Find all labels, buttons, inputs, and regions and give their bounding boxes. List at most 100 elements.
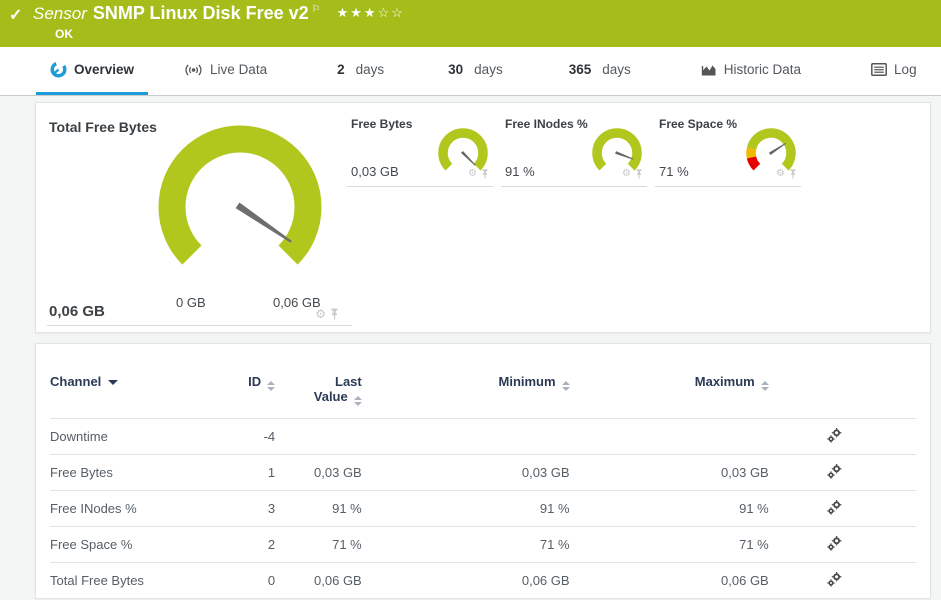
gauge-needle: [460, 150, 476, 166]
channel-min: [361, 418, 570, 455]
priority-stars[interactable]: ★★★☆☆: [337, 5, 405, 20]
tab-historic-data[interactable]: Historic Data: [687, 47, 815, 95]
gauge-value: 0,06 GB: [49, 303, 105, 320]
gauge-icon: [50, 61, 67, 78]
divider: [47, 325, 352, 326]
gauge-scale-max: 0,06 GB: [273, 295, 321, 310]
channels-panel: Channel ID Last Value Minimum Maximum Dow…: [35, 343, 931, 599]
sort-icon: [760, 381, 769, 391]
channel-id: 3: [205, 490, 276, 527]
channel-min: 91 %: [361, 490, 570, 527]
gauge-value: 0,03 GB: [351, 164, 399, 179]
table-row[interactable]: Total Free Bytes 0 0,06 GB 0,06 GB 0,06 …: [50, 562, 916, 598]
sensor-status-bar: ✓ Sensor SNMP Linux Disk Free v2 ⚐ ★★★☆☆ OK: [0, 0, 941, 47]
tab-live-data[interactable]: Live Data: [170, 47, 281, 95]
tab-live-data-label: Live Data: [210, 62, 268, 77]
channel-max: 71 %: [569, 526, 769, 563]
table-row[interactable]: Free Space % 2 71 % 71 % 71 %: [50, 526, 916, 563]
tab-2-days-number: 2: [337, 62, 345, 77]
gauge-title: Total Free Bytes: [49, 119, 157, 135]
channel-settings-icon[interactable]: [827, 499, 842, 515]
sort-desc-icon: [108, 380, 119, 385]
tab-30-days[interactable]: 30 days: [434, 47, 517, 95]
tab-overview-label: Overview: [74, 62, 135, 77]
gauge-free-inodes: Free INodes % 91 % ⚙: [501, 115, 647, 205]
tab-2-days[interactable]: 2 days: [323, 47, 398, 95]
gauge-settings-gear-icon[interactable]: ⚙: [776, 168, 785, 179]
gauge-settings-gear-icon[interactable]: ⚙: [622, 168, 631, 179]
free-bytes-gauge: [438, 128, 488, 171]
gauge-settings-gear-icon[interactable]: ⚙: [315, 307, 326, 321]
header-minimum[interactable]: Minimum: [362, 370, 570, 419]
tab-30-days-label: days: [474, 62, 503, 77]
channel-settings-icon[interactable]: [827, 463, 842, 479]
channel-last: [275, 418, 362, 455]
header-id[interactable]: ID: [206, 370, 276, 419]
stars-empty[interactable]: ☆☆: [377, 5, 405, 20]
tab-bar: Overview Live Data 2 days 30 days 365 da…: [0, 47, 941, 96]
pin-icon[interactable]: [789, 168, 797, 179]
pin-icon[interactable]: [635, 168, 643, 179]
channel-settings-icon[interactable]: [827, 427, 842, 443]
table-row[interactable]: Downtime -4: [50, 418, 916, 455]
channel-settings-icon[interactable]: [827, 571, 842, 587]
pin-icon[interactable]: [481, 168, 489, 179]
channel-name: Total Free Bytes: [50, 562, 206, 598]
pin-icon[interactable]: [330, 308, 339, 320]
gauge-needle: [768, 142, 786, 155]
channel-id: -4: [205, 418, 276, 455]
area-chart-icon: [701, 65, 716, 75]
channel-name: Downtime: [50, 418, 206, 455]
tab-365-days-label: days: [602, 62, 631, 77]
table-row[interactable]: Free INodes % 3 91 % 91 % 91 %: [50, 490, 916, 527]
channel-max: [569, 418, 769, 455]
stars-filled[interactable]: ★★★: [336, 5, 378, 20]
gauge-title: Free Space %: [659, 117, 738, 131]
divider: [501, 186, 647, 187]
broadcast-icon: [185, 64, 202, 75]
channel-last: 71 %: [275, 526, 362, 563]
tab-log[interactable]: Log: [857, 47, 931, 95]
check-icon: ✓: [9, 7, 23, 24]
gauge-settings-gear-icon[interactable]: ⚙: [468, 168, 477, 179]
header-channel[interactable]: Channel: [50, 370, 206, 419]
sort-icon: [267, 381, 276, 391]
header-settings: [769, 370, 916, 419]
tab-30-days-number: 30: [448, 62, 464, 77]
channel-max: 0,06 GB: [569, 562, 769, 598]
sensor-type-label: Sensor: [33, 4, 87, 23]
tab-overview[interactable]: Overview: [36, 47, 149, 95]
channel-last: 91 %: [275, 490, 362, 527]
channels-table: Channel ID Last Value Minimum Maximum Dow…: [50, 370, 916, 598]
gauge-value: 91 %: [505, 164, 535, 179]
flag-icon[interactable]: ⚐: [311, 4, 321, 16]
channel-name: Free Bytes: [50, 454, 206, 491]
gauge-scale-min: 0 GB: [176, 295, 206, 310]
channel-name: Free Space %: [50, 526, 206, 563]
tab-365-days[interactable]: 365 days: [555, 47, 645, 95]
content-area: Total Free Bytes 0 GB 0,06 GB 0,06 GB ⚙: [0, 96, 941, 599]
divider: [347, 186, 493, 187]
header-maximum[interactable]: Maximum: [570, 370, 769, 419]
status-badge: OK: [55, 27, 73, 41]
header-last-value[interactable]: Last Value: [313, 374, 362, 406]
gauge-free-space: Free Space % 71 % ⚙: [655, 115, 801, 205]
channel-min: 0,03 GB: [361, 454, 570, 491]
channel-settings-icon[interactable]: [827, 535, 842, 551]
table-row[interactable]: Free Bytes 1 0,03 GB 0,03 GB 0,03 GB: [50, 454, 916, 491]
total-free-bytes-gauge: [158, 125, 322, 265]
tab-historic-data-label: Historic Data: [723, 62, 802, 77]
channel-max: 91 %: [569, 490, 769, 527]
gauge-title: Free INodes %: [505, 117, 588, 131]
gauge-free-bytes: Free Bytes 0,03 GB ⚙: [347, 115, 493, 205]
sort-icon: [561, 381, 570, 391]
gauge-total-free-bytes: Total Free Bytes 0 GB 0,06 GB 0,06 GB ⚙: [47, 115, 369, 326]
channel-min: 0,06 GB: [361, 562, 570, 598]
channel-last: 0,03 GB: [275, 454, 362, 491]
channel-max: 0,03 GB: [569, 454, 769, 491]
gauge-title: Free Bytes: [351, 117, 413, 131]
channel-last: 0,06 GB: [275, 562, 362, 598]
tab-2-days-label: days: [355, 62, 385, 77]
free-inodes-gauge: [592, 128, 642, 171]
